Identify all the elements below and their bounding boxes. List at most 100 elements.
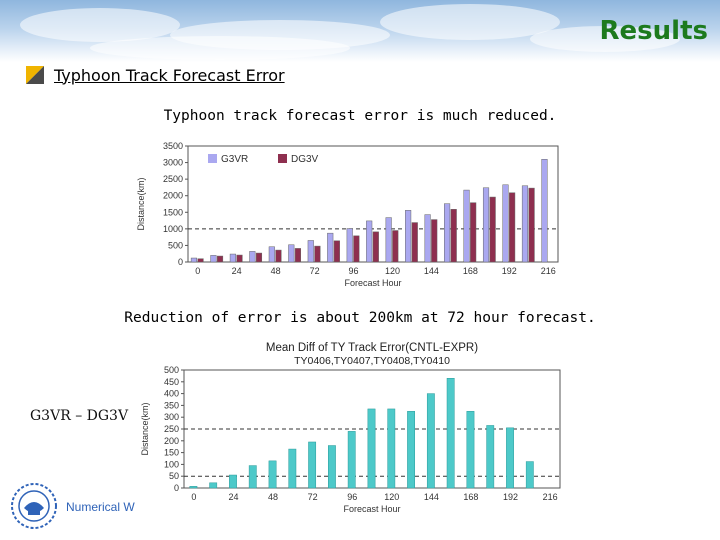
x-tick-label: 192 — [502, 266, 517, 276]
legend-label: DG3V — [291, 154, 319, 165]
x-tick-label: 48 — [271, 266, 281, 276]
x-tick-label: 192 — [503, 492, 518, 502]
y-tick-label: 250 — [164, 424, 179, 434]
bar — [288, 244, 295, 263]
bar — [466, 411, 475, 489]
x-axis-label: Forecast Hour — [343, 504, 400, 514]
bar — [209, 482, 218, 489]
bar — [366, 220, 373, 263]
bar — [385, 217, 392, 263]
x-axis-label: Forecast Hour — [344, 278, 401, 288]
bar — [333, 240, 340, 263]
y-tick-label: 2000 — [163, 191, 183, 201]
y-tick-label: 1000 — [163, 224, 183, 234]
x-tick-label: 24 — [232, 266, 242, 276]
bar — [470, 202, 477, 263]
bar — [372, 231, 379, 263]
bar — [347, 431, 356, 489]
x-tick-label: 168 — [463, 266, 478, 276]
y-axis-label: Distance(km) — [140, 402, 150, 455]
bar — [327, 232, 334, 263]
footer-text: Numerical W — [66, 500, 135, 514]
y-tick-label: 450 — [164, 377, 179, 387]
bar — [216, 255, 224, 263]
slide-title: Results — [599, 16, 708, 46]
y-tick-label: 3000 — [163, 158, 183, 168]
x-tick-label: 0 — [191, 492, 196, 502]
y-tick-label: 100 — [164, 459, 179, 469]
bar — [528, 187, 535, 263]
x-tick-label: 168 — [463, 492, 478, 502]
bar — [392, 230, 399, 263]
x-tick-label: 216 — [543, 492, 558, 502]
y-tick-label: 350 — [164, 400, 179, 410]
bar — [328, 445, 336, 489]
bar — [314, 245, 321, 263]
bar — [525, 461, 534, 489]
bar — [189, 486, 198, 489]
bar — [229, 253, 236, 263]
y-tick-label: 500 — [168, 240, 183, 250]
x-tick-label: 144 — [424, 266, 439, 276]
section-title: Typhoon Track Forecast Error — [54, 65, 285, 85]
bar — [521, 185, 529, 263]
bar — [444, 203, 451, 263]
chart-track-error: 0 500 1000 1500 2000 2500 3000 3500 0 24 48 72 96 120… — [136, 141, 559, 288]
x-tick-label: 120 — [385, 266, 400, 276]
bar — [275, 249, 282, 263]
bar — [506, 427, 514, 489]
bar — [405, 210, 412, 263]
y-tick-label: 400 — [164, 389, 179, 399]
x-tick-label: 96 — [347, 492, 357, 502]
y-tick-label: 150 — [164, 448, 179, 458]
bullet-icon — [26, 66, 44, 84]
bar — [249, 251, 256, 263]
y-tick-label: 1500 — [163, 207, 183, 217]
bar — [489, 196, 496, 263]
y-tick-label: 0 — [174, 483, 179, 493]
section-heading: Typhoon Track Forecast Error — [26, 64, 285, 86]
x-tick-label: 24 — [228, 492, 238, 502]
x-tick-label: 72 — [308, 492, 318, 502]
bar — [424, 214, 431, 263]
bar — [411, 222, 418, 263]
x-tick-label: 0 — [195, 266, 200, 276]
y-tick-label: 0 — [178, 257, 183, 267]
bar — [268, 460, 277, 489]
bar — [190, 257, 197, 263]
bar — [248, 465, 257, 489]
bar — [346, 228, 353, 263]
bar — [541, 159, 548, 263]
caption-middle: Reduction of error is about 200km at 72 … — [124, 310, 596, 326]
y-tick-label: 500 — [164, 365, 179, 375]
x-tick-label: 96 — [349, 266, 359, 276]
bar — [307, 240, 314, 263]
x-tick-label: 120 — [384, 492, 399, 502]
bar — [236, 254, 243, 263]
bar — [308, 441, 317, 489]
bar — [426, 393, 435, 489]
bar — [407, 411, 415, 489]
bar — [502, 184, 509, 263]
bar — [463, 189, 470, 263]
institution-logo-icon — [11, 483, 57, 529]
y-axis-label: Distance(km) — [136, 177, 146, 230]
bar — [367, 408, 376, 489]
bar — [509, 192, 516, 263]
x-tick-label: 216 — [541, 266, 556, 276]
legend-label: G3VR — [221, 154, 248, 165]
legend-swatch — [208, 154, 217, 163]
bar — [294, 248, 301, 263]
bar — [486, 425, 495, 489]
bar — [450, 209, 457, 263]
bar — [431, 219, 438, 263]
bar — [288, 448, 297, 489]
caption-top: Typhoon track forecast error is much red… — [163, 108, 557, 124]
y-tick-label: 200 — [164, 436, 179, 446]
x-tick-label: 72 — [310, 266, 320, 276]
legend-swatch — [278, 154, 287, 163]
bar — [446, 378, 455, 489]
sky-banner — [0, 0, 720, 62]
bar — [229, 474, 237, 489]
y-tick-label: 300 — [164, 412, 179, 422]
